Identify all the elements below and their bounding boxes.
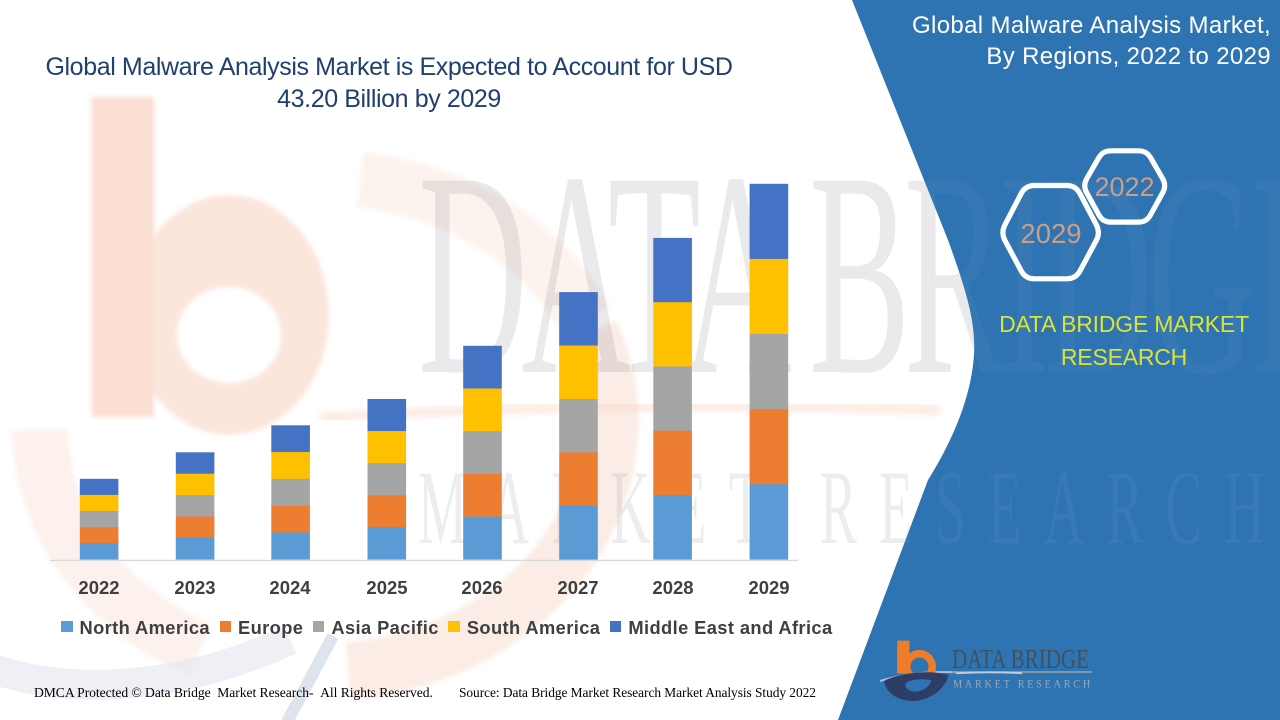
svg-text:DATA BRIDGE: DATA BRIDGE [952, 644, 1089, 674]
svg-text:MARKET RESEARCH: MARKET RESEARCH [953, 677, 1093, 691]
